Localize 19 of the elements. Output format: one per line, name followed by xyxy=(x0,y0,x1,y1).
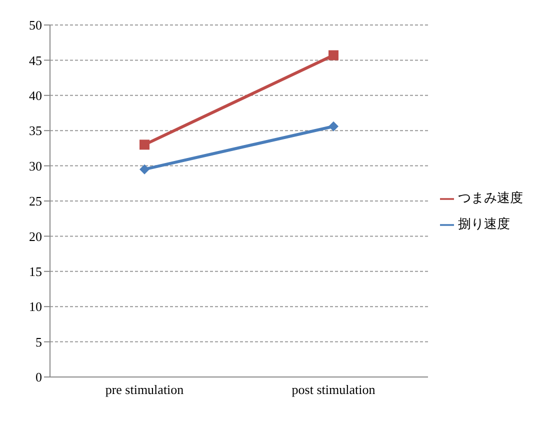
y-tick-label: 5 xyxy=(36,334,42,350)
y-tick-label: 50 xyxy=(29,18,42,33)
y-tick-label: 45 xyxy=(29,52,42,68)
point xyxy=(328,121,338,132)
point xyxy=(140,164,150,174)
point xyxy=(140,140,150,150)
y-tick-label: 35 xyxy=(29,123,42,138)
y-tick-label: 15 xyxy=(29,264,42,280)
y-tick-label: 10 xyxy=(29,299,42,314)
x-tick-label: post stimulation xyxy=(292,382,376,398)
point xyxy=(328,50,338,60)
y-tick-label: 20 xyxy=(29,228,42,244)
x-tick-label: pre stimulation xyxy=(105,382,184,398)
legend-label: 捌り速度 xyxy=(458,216,510,230)
y-tick-label: 0 xyxy=(36,370,42,385)
legend-label: つまみ速度 xyxy=(458,190,523,204)
y-tick-label: 30 xyxy=(29,158,42,174)
y-tick-label: 40 xyxy=(29,88,42,104)
y-tick-label: 25 xyxy=(29,194,42,209)
